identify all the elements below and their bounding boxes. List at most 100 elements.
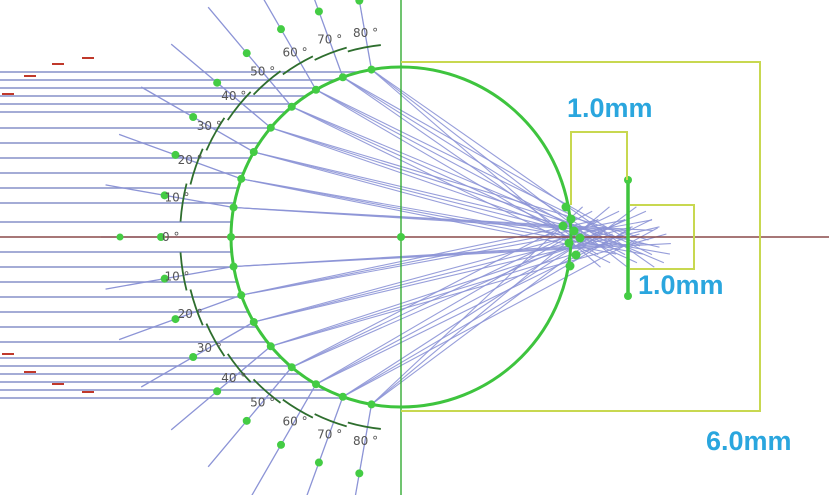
gap-dimension-bracket: [570, 131, 628, 205]
refracted-ray: [270, 233, 613, 347]
angle-arc: [189, 148, 204, 185]
refracted-ray: [233, 242, 671, 268]
incoming-ray: [118, 133, 242, 180]
angle-arc: [226, 91, 252, 121]
focal-height-bracket: [630, 204, 695, 270]
entry-marker: [287, 102, 296, 111]
source-marker: [171, 150, 180, 159]
refracted-ray: [253, 151, 606, 248]
angle-arc: [282, 55, 314, 76]
source-marker: [242, 416, 251, 425]
incoming-ray: [207, 366, 293, 468]
entry-marker: [367, 400, 376, 409]
source-marker: [242, 49, 251, 58]
angle-arc: [314, 413, 347, 428]
angle-label: 10 °: [164, 270, 189, 284]
refracted-ray: [270, 127, 649, 241]
red-marks: [2, 57, 94, 393]
incoming-ray: [140, 86, 255, 153]
refracted-ray: [315, 218, 626, 385]
source-marker: [189, 113, 198, 121]
angle-arc: [282, 398, 314, 419]
source-marker: [157, 233, 165, 241]
angle-arc: [226, 353, 252, 383]
refracted-ray: [241, 219, 599, 296]
angle-labels: 10 ° 20 ° 30 ° 40 ° 50 ° 60 ° 70 ° 80 ° 10 ° 20 °…: [164, 26, 378, 448]
angle-label: 60 °: [283, 414, 308, 428]
rear-marker: [565, 261, 575, 271]
angle-label: 10 °: [164, 190, 189, 204]
incoming-ray: [140, 321, 255, 388]
entry-marker: [367, 65, 376, 74]
refracted-ray: [253, 151, 660, 248]
source-marker: [189, 353, 198, 361]
entry-marker: [266, 123, 275, 132]
entry-marker: [338, 73, 347, 82]
entry-marker: [266, 342, 275, 351]
entry-marker: [237, 174, 246, 183]
rear-marker: [575, 233, 585, 243]
refracted-ray: [342, 76, 587, 247]
angle-arc: [205, 323, 226, 357]
angle-arc: [347, 44, 381, 53]
incoming-ray: [207, 6, 293, 108]
angle-label: 50 °: [250, 65, 275, 79]
refracted-ray: [315, 218, 599, 385]
refracted-ray: [371, 69, 655, 268]
source-marker: [213, 387, 222, 396]
entry-marker: [287, 363, 296, 372]
source-marker: [355, 0, 364, 5]
angle-arc: [189, 289, 204, 326]
angle-label: 30 °: [197, 341, 222, 355]
refracted-ray: [315, 89, 653, 256]
entry-marker: [312, 85, 320, 94]
source-marker: [355, 469, 364, 478]
entry-marker: [312, 380, 320, 389]
refracted-ray: [342, 227, 658, 398]
source-marker: [277, 25, 285, 34]
refracted-ray: [291, 210, 647, 368]
fan-rays: [101, 0, 671, 500]
source-marker: [314, 7, 323, 16]
source-marker: [277, 440, 285, 449]
angle-arc: [252, 378, 282, 404]
source-marker: [213, 78, 222, 87]
angle-arc: [205, 117, 226, 151]
refracted-ray: [270, 233, 667, 347]
angle-arc: [179, 252, 188, 291]
gap-width-label: 1.0mm: [567, 93, 653, 123]
refracted-ray: [241, 178, 671, 255]
angle-label: 70 °: [317, 33, 342, 47]
angle-arc: [179, 183, 188, 222]
entry-marker: [338, 392, 347, 401]
rear-marker: [566, 214, 576, 224]
angle-label: 40 °: [221, 371, 246, 385]
angle-label-0: 0 °: [162, 230, 179, 244]
markers: [116, 0, 585, 478]
angle-label: 80 °: [353, 26, 378, 40]
refracted-ray: [291, 106, 638, 264]
rear-marker: [564, 238, 574, 248]
axis-source-marker: [116, 233, 124, 241]
refracted-ray: [253, 226, 606, 323]
refracted-ray: [342, 227, 605, 398]
angle-arcs: [179, 44, 381, 430]
angle-label: 20 °: [178, 307, 203, 321]
source-marker: [314, 458, 323, 467]
source-marker: [160, 191, 169, 200]
incoming-ray: [170, 345, 272, 431]
incoming-ray: [304, 396, 344, 500]
refracted-ray: [342, 227, 632, 398]
incoming-ray: [105, 265, 234, 290]
angle-label: 60 °: [283, 46, 308, 60]
angle-arc: [347, 421, 381, 430]
angle-arc: [314, 46, 347, 61]
incoming-ray: [170, 43, 272, 129]
source-marker: [160, 274, 169, 283]
rear-marker: [558, 221, 568, 231]
entry-marker: [229, 262, 238, 271]
sphere-diameter-bracket: [401, 61, 761, 412]
angle-label: 70 °: [317, 427, 342, 441]
